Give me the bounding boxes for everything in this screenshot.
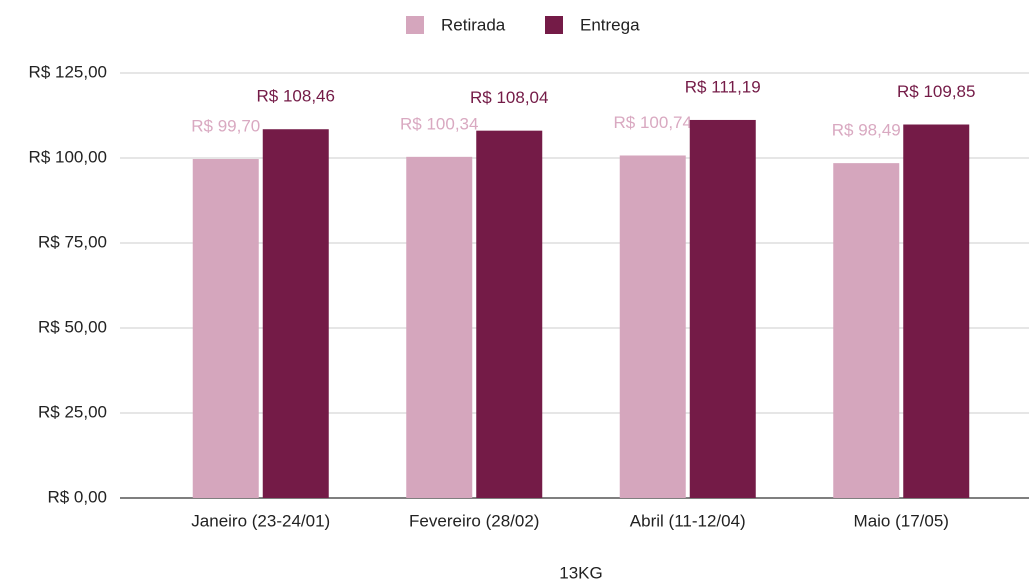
x-tick-label: Fevereiro (28/02) — [409, 511, 539, 530]
legend-swatch — [545, 16, 563, 34]
bar — [903, 124, 970, 498]
bar — [192, 159, 259, 498]
bar — [833, 163, 900, 498]
bar — [262, 129, 329, 498]
bar — [406, 156, 473, 498]
y-tick-label: R$ 125,00 — [29, 62, 107, 81]
value-label: R$ 109,85 — [897, 82, 975, 101]
legend-label: Entrega — [580, 15, 640, 34]
bar — [476, 130, 543, 498]
value-label: R$ 98,49 — [832, 121, 901, 140]
value-label: R$ 100,74 — [614, 113, 692, 132]
x-tick-label: Maio (17/05) — [854, 511, 949, 530]
value-label: R$ 99,70 — [191, 117, 260, 136]
value-label: R$ 111,19 — [685, 77, 761, 96]
value-label: R$ 108,46 — [257, 87, 335, 106]
legend-swatch — [406, 16, 424, 34]
bar — [689, 119, 756, 498]
x-tick-label: Janeiro (23-24/01) — [191, 511, 330, 530]
y-tick-label: R$ 0,00 — [47, 487, 107, 506]
value-label: R$ 100,34 — [400, 114, 478, 133]
x-tick-label: Abril (11-12/04) — [630, 511, 746, 530]
y-tick-label: R$ 25,00 — [38, 402, 107, 421]
bar — [619, 155, 686, 498]
x-axis-label: 13KG — [559, 563, 602, 582]
value-label: R$ 108,04 — [470, 88, 548, 107]
legend-label: Retirada — [441, 15, 506, 34]
y-tick-label: R$ 100,00 — [29, 147, 107, 166]
y-tick-label: R$ 50,00 — [38, 317, 107, 336]
y-tick-label: R$ 75,00 — [38, 232, 107, 251]
